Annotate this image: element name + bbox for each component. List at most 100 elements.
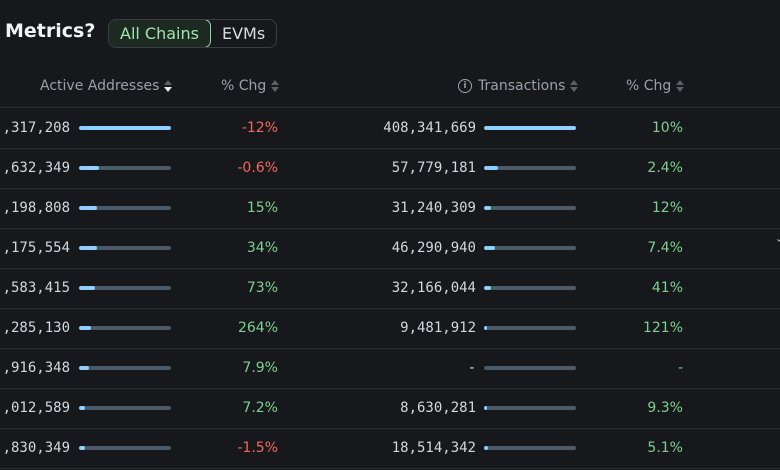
row-divider (0, 308, 780, 309)
active-addresses-value: ,632,349 (2, 160, 70, 176)
transactions-bar-fill (484, 206, 492, 210)
active-addresses-pct-chg: 264% (237, 320, 278, 336)
active-addresses-pct-chg: 7.9% (242, 360, 278, 376)
transactions-value: 8,630,281 (400, 400, 476, 416)
header-divider (0, 107, 780, 108)
active-addresses-value: ,175,554 (2, 240, 70, 256)
active-addresses-bar (79, 366, 171, 370)
sort-icon (570, 79, 579, 93)
row-divider (0, 148, 780, 149)
active-addresses-pct-chg: 34% (246, 240, 278, 256)
active-addresses-bar-fill (79, 366, 90, 370)
active-addresses-value: ,285,130 (2, 320, 70, 336)
active-addresses-value: ,830,349 (2, 440, 70, 456)
table-row[interactable]: ,317,208 -12% 408,341,669 10% (0, 108, 780, 148)
transactions-bar-fill (484, 166, 498, 170)
active-addresses-value: ,916,348 (2, 360, 70, 376)
transactions-value: 31,240,309 (391, 200, 476, 216)
transactions-value: 46,290,940 (391, 240, 476, 256)
row-divider (0, 468, 780, 469)
transactions-bar-fill (484, 286, 492, 290)
row-divider (0, 228, 780, 229)
tab-evms[interactable]: EVMs (221, 24, 266, 43)
active-addresses-bar-fill (79, 406, 86, 410)
transactions-pct-chg: 12% (651, 200, 683, 216)
transactions-bar-fill (484, 406, 487, 410)
column-header-transactions[interactable]: i Transactions (458, 76, 579, 96)
active-addresses-value: ,012,589 (2, 400, 70, 416)
active-addresses-bar (79, 446, 171, 450)
active-addresses-bar-fill (79, 326, 91, 330)
active-addresses-bar (79, 126, 171, 130)
transactions-bar (484, 326, 576, 330)
transactions-value: 408,341,669 (383, 120, 476, 136)
transactions-bar (484, 166, 576, 170)
active-addresses-pct-chg: 73% (246, 280, 278, 296)
active-addresses-value: ,198,808 (2, 200, 70, 216)
transactions-pct-chg: 5.1% (647, 440, 683, 456)
table-row[interactable]: ,632,349 -0.6% 57,779,181 2.4% (0, 148, 780, 188)
sort-icon (676, 79, 685, 93)
active-addresses-bar-fill (79, 446, 85, 450)
active-addresses-value: ,317,208 (2, 120, 70, 136)
tab-all-chains[interactable]: All Chains (109, 20, 211, 47)
active-addresses-pct-chg: -12% (241, 120, 278, 136)
transactions-bar-fill (484, 126, 576, 130)
transactions-bar-fill (484, 246, 496, 250)
active-addresses-bar (79, 166, 171, 170)
active-addresses-pct-chg: -1.5% (237, 440, 278, 456)
table-row[interactable]: ,285,130 264% 9,481,912 121% (0, 308, 780, 348)
active-addresses-bar (79, 406, 171, 410)
active-addresses-bar (79, 286, 171, 290)
transactions-bar (484, 206, 576, 210)
transactions-value: 57,779,181 (391, 160, 476, 176)
transactions-pct-chg: 41% (651, 280, 683, 296)
row-divider (0, 268, 780, 269)
transactions-bar (484, 126, 576, 130)
active-addresses-pct-chg: 15% (246, 200, 278, 216)
sort-desc-icon (164, 79, 173, 93)
column-label: % Chg (221, 78, 267, 94)
transactions-bar-fill (484, 446, 488, 450)
table-row[interactable]: ,830,349 -1.5% 18,514,342 5.1% (0, 428, 780, 468)
transactions-value: - (467, 360, 476, 376)
transactions-pct-chg: 121% (642, 320, 683, 336)
column-label: Active Addresses (40, 78, 160, 94)
active-addresses-value: ,583,415 (2, 280, 70, 296)
active-addresses-bar (79, 206, 171, 210)
active-addresses-bar-fill (79, 286, 95, 290)
edge-marker: ˇ (776, 238, 780, 252)
active-addresses-bar-fill (79, 206, 98, 210)
table-row[interactable]: ,198,808 15% 31,240,309 12% (0, 188, 780, 228)
transactions-bar (484, 286, 576, 290)
column-label: % Chg (626, 78, 672, 94)
table-row[interactable]: ,175,554 34% 46,290,940 7.4% (0, 228, 780, 268)
row-divider (0, 428, 780, 429)
transactions-bar-fill (484, 326, 487, 330)
row-divider (0, 388, 780, 389)
active-addresses-bar (79, 326, 171, 330)
transactions-pct-chg: - (677, 360, 683, 376)
row-divider (0, 348, 780, 349)
transactions-value: 18,514,342 (391, 440, 476, 456)
transactions-bar (484, 446, 576, 450)
page-title: y Metrics? (0, 20, 96, 42)
active-addresses-bar-fill (79, 126, 171, 130)
sort-icon (271, 79, 280, 93)
table-row[interactable]: ,012,589 7.2% 8,630,281 9.3% (0, 388, 780, 428)
column-header-pct-chg-transactions[interactable]: % Chg (626, 76, 685, 96)
table-row[interactable]: ,916,348 7.9% - - (0, 348, 780, 388)
transactions-value: 32,166,044 (391, 280, 476, 296)
transactions-value: 9,481,912 (400, 320, 476, 336)
transactions-bar (484, 406, 576, 410)
active-addresses-pct-chg: 7.2% (242, 400, 278, 416)
row-divider (0, 188, 780, 189)
table-row[interactable]: ,583,415 73% 32,166,044 41% (0, 268, 780, 308)
transactions-pct-chg: 9.3% (647, 400, 683, 416)
info-icon[interactable]: i (458, 79, 472, 93)
column-header-active-addresses[interactable]: Active Addresses (40, 76, 173, 96)
transactions-bar (484, 366, 576, 370)
column-header-pct-chg-addresses[interactable]: % Chg (221, 76, 280, 96)
transactions-pct-chg: 2.4% (647, 160, 683, 176)
active-addresses-bar-fill (79, 246, 98, 250)
